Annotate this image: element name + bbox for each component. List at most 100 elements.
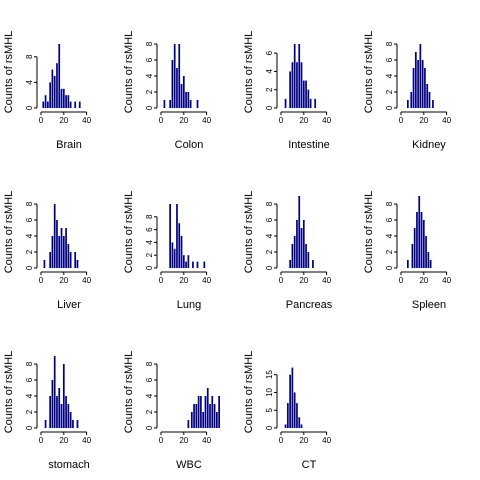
histogram-bar	[53, 204, 56, 268]
y-tick-label: 0	[25, 105, 34, 110]
histogram-bar	[291, 62, 294, 108]
histogram-bar	[429, 260, 432, 268]
x-tick-label: 20	[299, 116, 308, 125]
y-tick-label: 2	[385, 89, 394, 94]
x-tick-label: 0	[279, 276, 284, 285]
x-axis-title: Brain	[56, 139, 82, 151]
histogram-bar	[291, 367, 294, 428]
histogram-panel-liver: 0 20 40 0 2 4 6 8 Counts of rsMHL Liver	[3, 191, 92, 311]
y-tick-label: 6	[25, 217, 34, 222]
histogram-bar	[314, 98, 317, 108]
y-tick-label: 0	[385, 105, 394, 110]
histogram-bar	[414, 52, 417, 108]
histogram-bar	[69, 101, 72, 108]
histogram-bar	[185, 92, 187, 108]
histogram-bar	[203, 261, 206, 268]
histogram-bar	[412, 68, 415, 108]
histogram-bar	[200, 396, 202, 428]
histogram-bar	[187, 92, 190, 108]
histogram-bar	[213, 404, 216, 428]
histogram-bar	[420, 212, 423, 268]
histogram-bar	[53, 356, 56, 428]
x-axis-title: Intestine	[288, 139, 330, 151]
histogram-bar	[307, 89, 310, 108]
y-tick-label: 8	[25, 201, 34, 206]
x-tick-label: 20	[299, 276, 308, 285]
histogram-bar	[202, 412, 205, 428]
histogram-bar	[67, 244, 70, 268]
x-tick-label: 20	[59, 436, 68, 445]
x-tick-label: 0	[159, 116, 164, 125]
histogram-bar	[410, 92, 413, 108]
histogram-bar	[51, 69, 54, 108]
histogram-bar	[300, 228, 303, 268]
y-tick-label: 4	[25, 393, 34, 398]
y-tick-label: 4	[145, 73, 154, 78]
y-tick-label: 4	[25, 80, 34, 85]
x-tick-label: 0	[39, 436, 44, 445]
histogram-bar	[65, 228, 67, 268]
histogram-bar	[211, 396, 214, 428]
histogram-bar	[180, 236, 183, 268]
histogram-bar	[69, 252, 72, 268]
y-tick-label: 2	[385, 249, 394, 254]
histogram-bar	[62, 88, 65, 108]
y-tick-label: 8	[145, 41, 154, 46]
y-axis-title: Counts of rsMHL	[123, 191, 135, 274]
histogram-bar	[293, 392, 296, 428]
histogram-bar	[60, 228, 63, 268]
y-tick-label: 0	[145, 425, 154, 430]
histogram-bar	[56, 396, 58, 428]
histogram-bar	[178, 44, 181, 108]
histogram-bar	[49, 252, 51, 268]
histogram-bar	[182, 255, 185, 268]
histogram-bar	[418, 196, 421, 268]
y-tick-label: 2	[145, 409, 154, 414]
histogram-bar	[65, 396, 67, 428]
histogram-bar	[289, 374, 291, 428]
y-tick-label: 8	[265, 201, 274, 206]
histogram-panel-spleen: 0 20 40 0 2 4 6 8 Counts of rsMHL Spleen	[363, 191, 452, 311]
y-tick-label: 0	[265, 105, 274, 110]
histogram-bar	[43, 260, 46, 268]
y-tick-label: 4	[265, 233, 274, 238]
x-tick-label: 0	[279, 436, 284, 445]
y-axis-title: Counts of rsMHL	[363, 31, 375, 114]
x-tick-label: 40	[202, 436, 211, 445]
x-tick-label: 0	[39, 116, 44, 125]
histogram-bar	[76, 420, 79, 428]
histogram-bar	[298, 417, 301, 428]
histogram-bar	[218, 396, 220, 428]
histogram-bar	[51, 380, 54, 428]
y-tick-label: 0	[265, 265, 274, 270]
histogram-bar	[180, 84, 183, 108]
histogram-bar	[298, 196, 301, 268]
histogram-bar	[195, 404, 198, 428]
x-tick-label: 40	[322, 436, 331, 445]
histogram-bar	[312, 260, 314, 268]
histogram-bar	[421, 60, 424, 108]
y-tick-label: 5	[265, 407, 274, 412]
x-tick-label: 20	[59, 276, 68, 285]
histogram-panel-stomach: 0 20 40 0 2 4 6 8 Counts of rsMHL stomach	[3, 351, 92, 471]
y-tick-label: 8	[145, 214, 154, 219]
histogram-bar	[53, 76, 56, 108]
y-tick-label: 4	[145, 240, 154, 245]
y-axis-title: Counts of rsMHL	[243, 31, 255, 114]
y-tick-label: 6	[25, 377, 34, 382]
x-tick-label: 40	[202, 116, 211, 125]
y-tick-label: 6	[265, 217, 274, 222]
y-tick-label: 6	[385, 57, 394, 62]
histogram-bar	[293, 44, 296, 108]
y-tick-label: 4	[25, 233, 34, 238]
histogram-bar	[416, 212, 418, 268]
x-tick-label: 40	[82, 436, 91, 445]
histogram-bar	[300, 424, 303, 428]
histogram-bar	[209, 404, 211, 428]
y-axis-title: Counts of rsMHL	[123, 31, 135, 114]
y-tick-label: 0	[385, 265, 394, 270]
histogram-bar	[424, 68, 426, 108]
histogram-bar	[419, 44, 422, 108]
y-tick-label: 8	[145, 361, 154, 366]
histogram-panel-kidney: 0 20 40 0 2 4 6 8 Counts of rsMHL Kidney	[363, 31, 452, 151]
